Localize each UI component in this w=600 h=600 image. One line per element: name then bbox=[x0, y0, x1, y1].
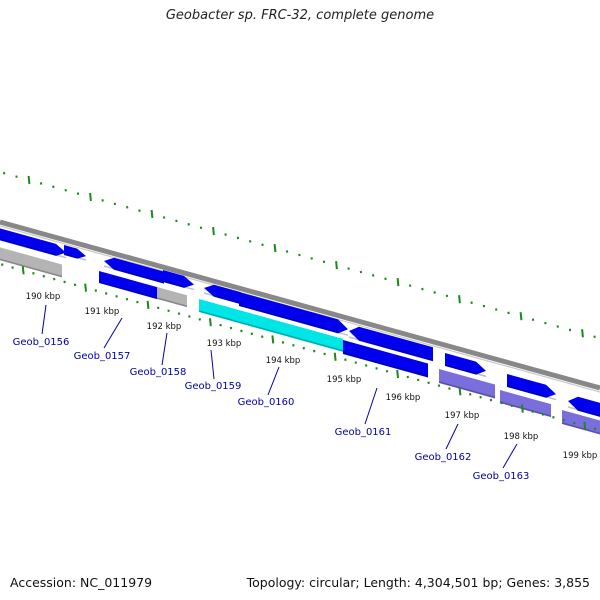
gene-arrow-shade bbox=[63, 253, 87, 261]
ruler-major-tick bbox=[209, 318, 212, 327]
gene-block-shade bbox=[98, 281, 159, 300]
ruler-major-tick bbox=[521, 404, 524, 413]
gc-track-dash bbox=[581, 329, 584, 338]
gene-arrow bbox=[239, 292, 348, 334]
gene-label: Geob_0160 bbox=[238, 397, 295, 408]
gene-label-leader bbox=[267, 366, 280, 396]
gc-track-dash bbox=[89, 192, 92, 202]
gene-label: Geob_0161 bbox=[335, 427, 392, 438]
gene-label: Geob_0158 bbox=[130, 367, 187, 378]
kbp-tick-label: 192 kbp bbox=[147, 322, 182, 332]
gene-arrow bbox=[104, 257, 164, 284]
map-title: Geobacter sp. FRC-32, complete genome bbox=[165, 8, 435, 23]
gene-arrow bbox=[64, 245, 86, 259]
ruler-major-tick bbox=[21, 266, 25, 275]
gene-arrow bbox=[507, 374, 556, 398]
gene-label-leader bbox=[161, 332, 168, 366]
gc-track-dash bbox=[519, 312, 523, 321]
gene-label-leader bbox=[103, 317, 123, 349]
gene-arrow bbox=[204, 284, 241, 305]
backbone-outer bbox=[0, 219, 600, 391]
gene-block bbox=[343, 340, 428, 378]
gc-track-dash bbox=[335, 261, 338, 270]
gene-block-shade bbox=[342, 352, 429, 378]
gene-label-leader bbox=[364, 387, 378, 425]
gene-label: Geob_0157 bbox=[74, 351, 131, 362]
ruler-major-tick bbox=[271, 335, 275, 344]
gene-block-shade bbox=[0, 258, 63, 278]
gene-block bbox=[500, 390, 551, 418]
gene-track bbox=[0, 228, 600, 435]
gene-label: Geob_0163 bbox=[473, 471, 530, 482]
ruler-major-tick bbox=[146, 300, 150, 309]
gene-arrow-shade bbox=[444, 364, 487, 378]
ruler-major-tick bbox=[84, 283, 87, 292]
gene-arrow-shade bbox=[203, 292, 242, 304]
gene-block-shade bbox=[561, 422, 600, 435]
kbp-ruler: 190 kbp 191 kbp 192 kbp 193 kbp 194 kbp 195 k… bbox=[1, 263, 598, 461]
gene-arrow-shade bbox=[238, 304, 349, 336]
ruler-major-tick bbox=[583, 421, 587, 430]
kbp-tick-label: 194 kbp bbox=[266, 356, 301, 366]
kbp-tick-label: 190 kbp bbox=[26, 292, 61, 302]
kbp-tick-label: 193 kbp bbox=[207, 339, 242, 349]
gene-label-leader bbox=[210, 349, 215, 380]
gc-skew-dotted-track bbox=[3, 171, 596, 339]
gene-block bbox=[99, 271, 158, 300]
gene-labels: Geob_0156 Geob_0157 Geob_0158 Geob_0159 Geob… bbox=[13, 304, 530, 482]
gc-track-dash bbox=[273, 243, 277, 253]
gc-track-dash bbox=[396, 278, 400, 287]
gene-arrow bbox=[445, 353, 486, 375]
gc-track-dash bbox=[27, 175, 31, 185]
kbp-tick-label: 196 kbp bbox=[386, 393, 421, 403]
kbp-tick-label: 197 kbp bbox=[445, 411, 480, 421]
gene-label-leader bbox=[502, 443, 518, 469]
gene-block-shade bbox=[438, 381, 496, 399]
gene-block bbox=[562, 410, 600, 435]
ruler-major-tick bbox=[333, 352, 337, 361]
accession-label: Accession: NC_011979 bbox=[10, 575, 153, 590]
ruler-major-tick bbox=[396, 369, 399, 379]
gene-arrow-shade bbox=[348, 336, 434, 361]
kbp-tick-label: 198 kbp bbox=[504, 432, 539, 442]
gene-arrow-shade bbox=[103, 265, 165, 284]
gene-arrow-shade bbox=[506, 385, 557, 401]
gc-track-dash bbox=[150, 209, 154, 219]
topology-label: Topology: circular; Length: 4,304,501 bp… bbox=[246, 575, 590, 590]
gene-block bbox=[439, 369, 495, 399]
gene-label-leader bbox=[41, 304, 47, 335]
ruler-major-tick bbox=[458, 387, 462, 396]
kbp-tick-label: 199 kbp bbox=[563, 451, 598, 461]
gene-label: Geob_0162 bbox=[415, 452, 472, 463]
gene-label: Geob_0156 bbox=[13, 337, 70, 348]
gene-block bbox=[199, 299, 343, 352]
kbp-tick-label: 191 kbp bbox=[85, 307, 120, 317]
gene-label: Geob_0159 bbox=[185, 381, 242, 392]
gene-label-leader bbox=[445, 423, 459, 450]
gene-block-shade bbox=[156, 297, 188, 308]
gene-arrow bbox=[349, 326, 433, 362]
gene-block bbox=[157, 287, 187, 308]
gene-arrow-shade bbox=[567, 406, 600, 417]
gene-block bbox=[0, 247, 62, 278]
gene-arrow bbox=[0, 228, 66, 256]
gene-arrow bbox=[163, 270, 194, 288]
gc-track-dash bbox=[212, 226, 215, 236]
gene-block-shade bbox=[198, 310, 344, 352]
gene-arrow bbox=[568, 396, 600, 417]
gc-track-dash bbox=[458, 295, 461, 304]
kbp-tick-label: 195 kbp bbox=[327, 375, 362, 385]
gene-arrow-shade bbox=[162, 280, 195, 291]
gene-arrow-shade bbox=[0, 238, 67, 259]
